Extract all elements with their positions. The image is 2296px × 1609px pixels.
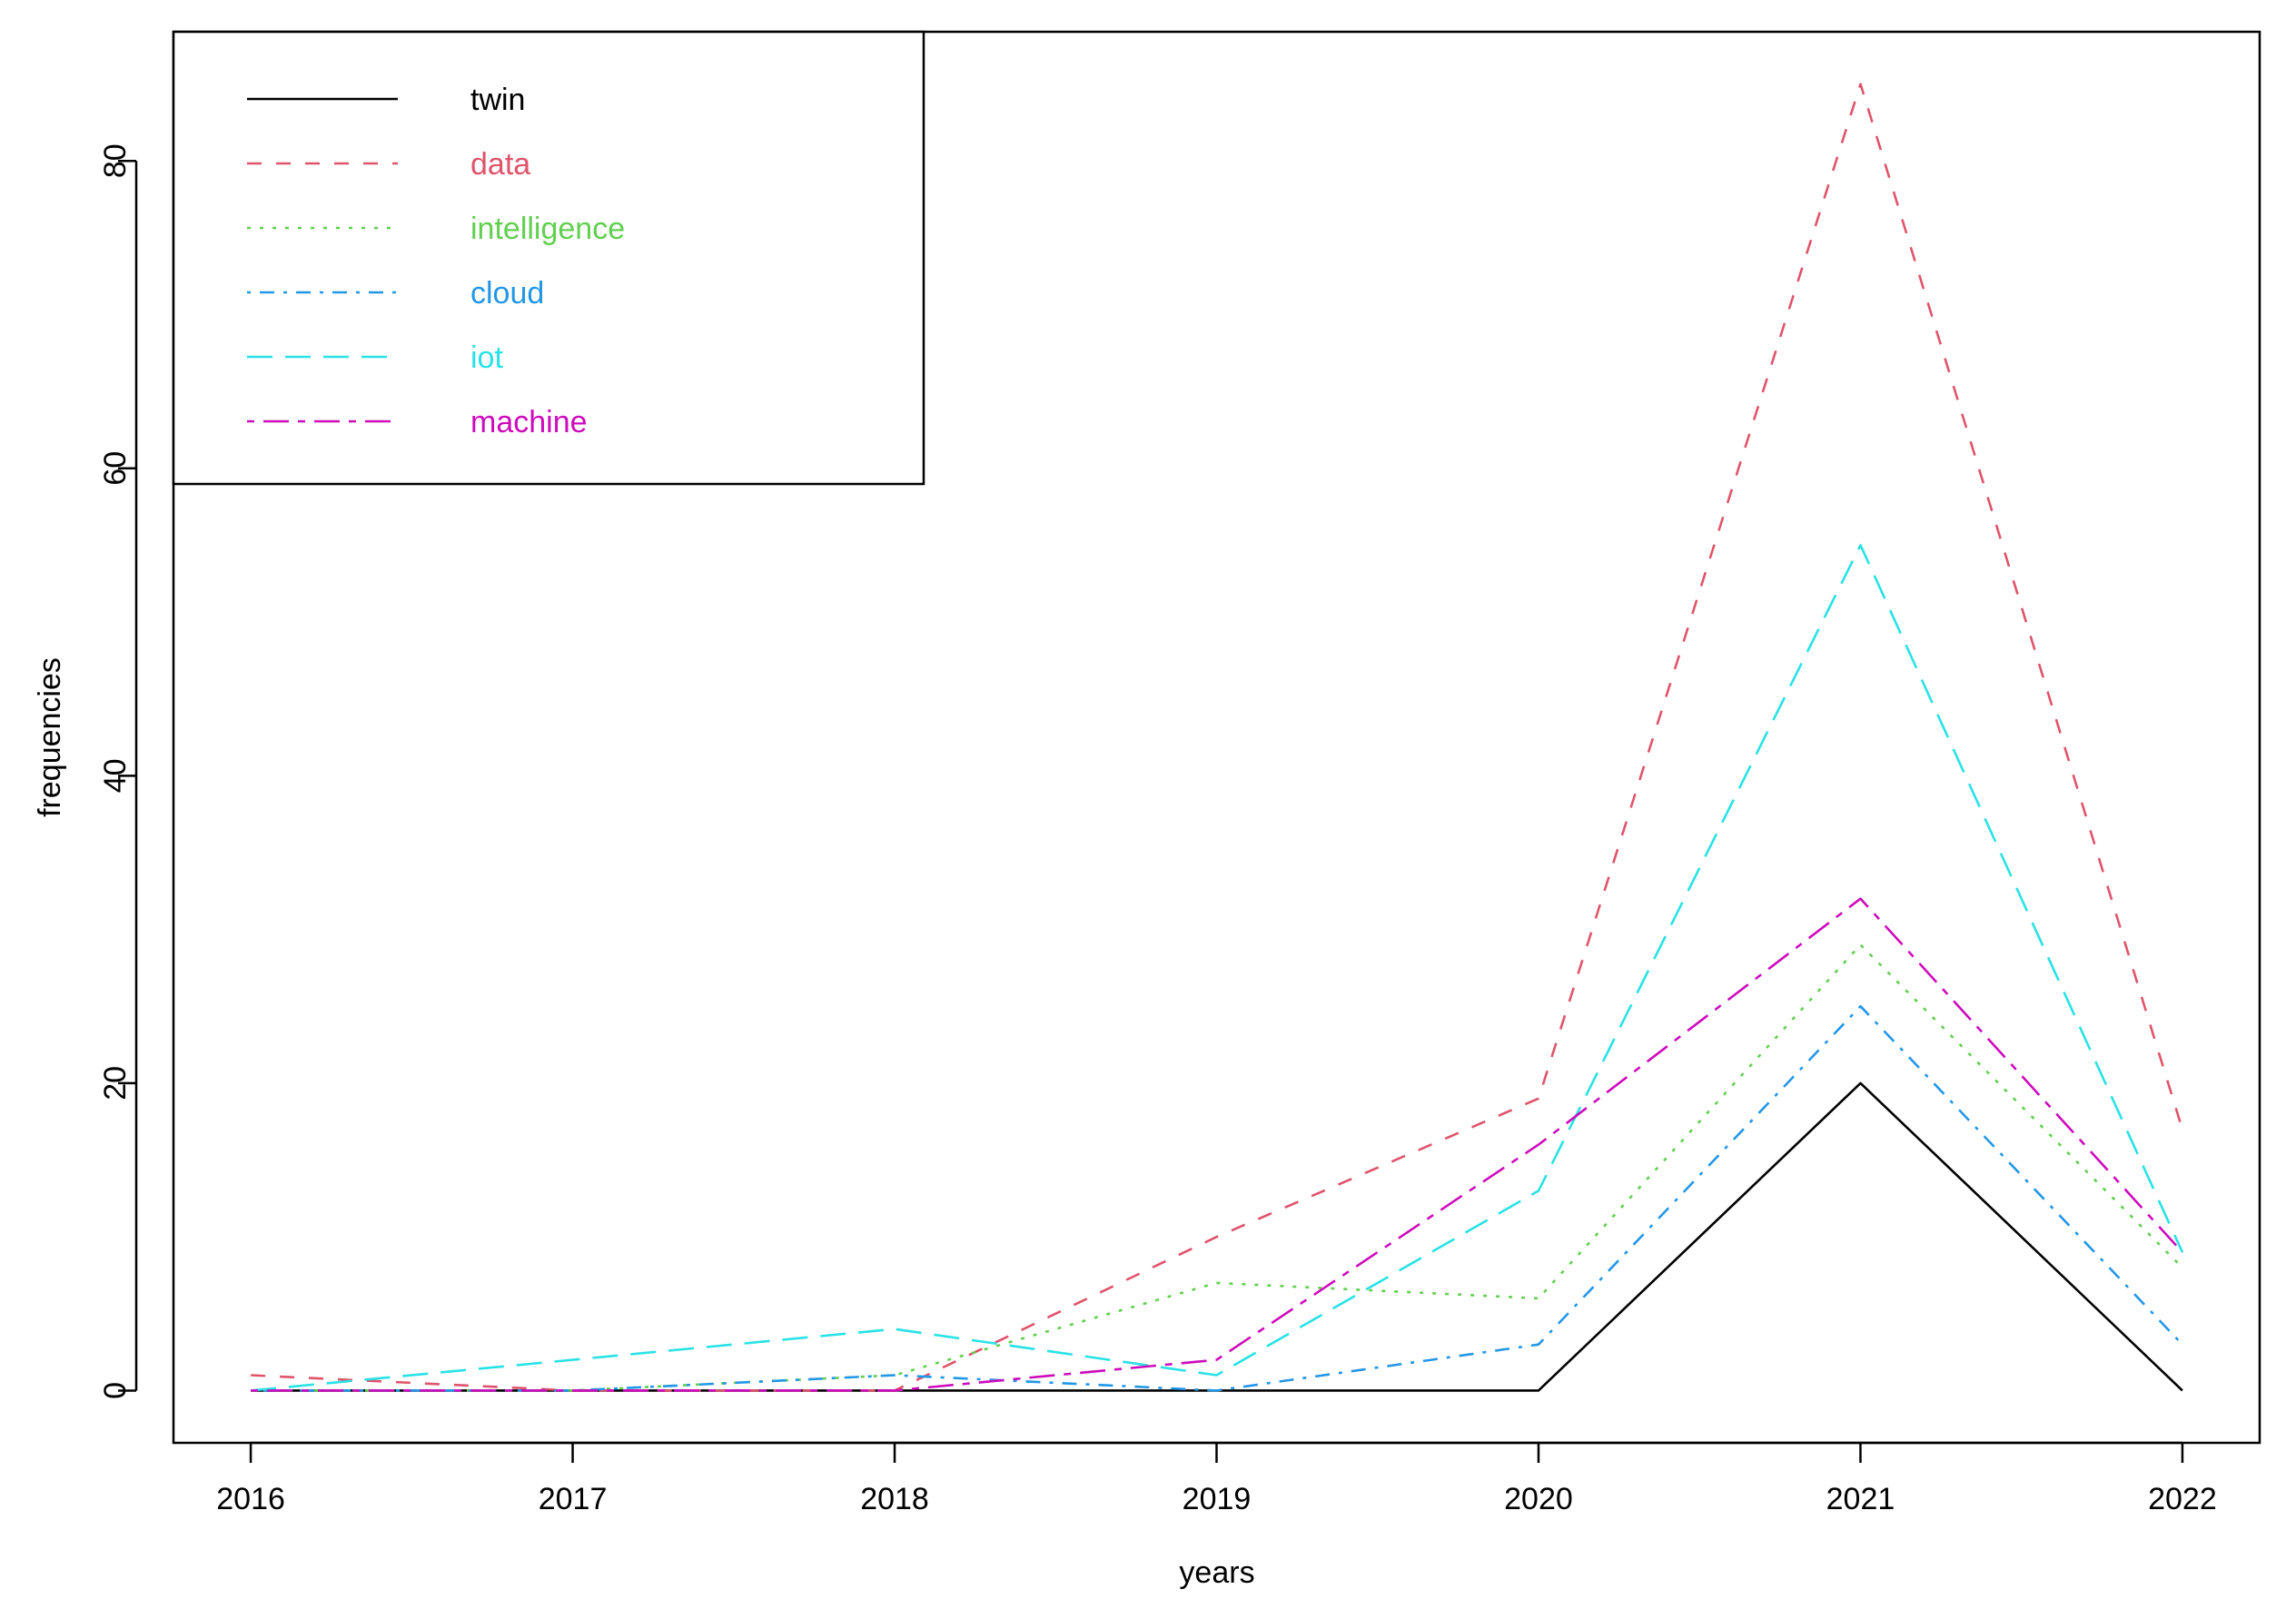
x-tick-label: 2019 [1183, 1482, 1252, 1516]
legend: twin data intelligence cloud iot machine [172, 30, 925, 486]
series-line-cloud [251, 1004, 2183, 1392]
y-axis: 0 20 40 60 80 [98, 143, 138, 1399]
series-line-machine [251, 897, 2183, 1392]
legend-label-twin: twin [470, 83, 525, 117]
x-tick-label: 2021 [1826, 1482, 1895, 1516]
x-axis-title: years [1179, 1555, 1254, 1590]
legend-box [172, 30, 925, 486]
legend-label-intelligence: intelligence [470, 212, 625, 246]
x-tick-label: 2022 [2148, 1482, 2217, 1516]
x-tick-label: 2017 [539, 1482, 608, 1516]
legend-label-iot: iot [470, 341, 503, 375]
legend-label-cloud: cloud [470, 276, 544, 311]
y-tick-label: 40 [98, 758, 133, 793]
series-line-iot [250, 544, 2184, 1392]
x-tick-label: 2016 [216, 1482, 285, 1516]
y-tick-label: 20 [98, 1066, 133, 1101]
series-line-intelligence [251, 943, 2183, 1392]
series-lines [250, 83, 2184, 1392]
legend-label-data: data [470, 147, 530, 182]
legend-label-machine: machine [470, 405, 588, 439]
y-tick-label: 0 [98, 1382, 133, 1399]
x-tick-label: 2020 [1504, 1482, 1573, 1516]
x-axis: 2016 2017 2018 2019 2020 2021 2022 [216, 1441, 2217, 1516]
y-tick-label: 60 [98, 451, 133, 486]
y-tick-label: 80 [98, 143, 133, 178]
x-tick-label: 2018 [860, 1482, 929, 1516]
y-axis-title: frequencies [33, 657, 67, 817]
